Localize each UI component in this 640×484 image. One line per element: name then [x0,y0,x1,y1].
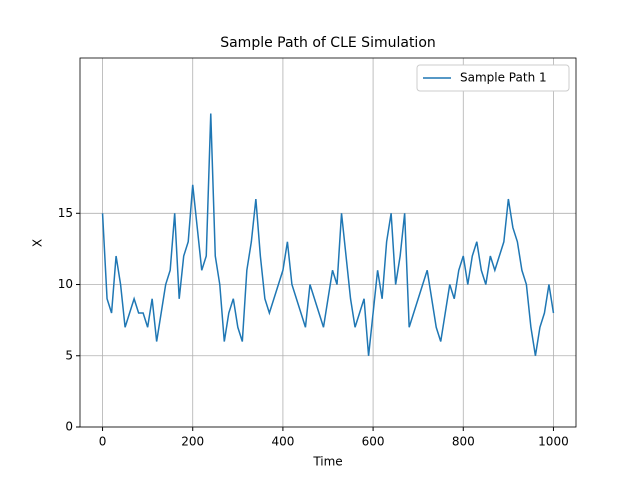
line-series [101,113,555,356]
y-axis-label: X [31,239,45,247]
x-tick-label: 0 [99,435,107,449]
x-tick-label: 800 [452,435,475,449]
y-tick-label: 0 [65,420,73,434]
legend-box [416,64,570,92]
x-tick-label: 400 [271,435,294,449]
y-tick-label: 15 [58,206,73,220]
legend-label: Sample Path 1 [460,71,547,85]
axes-frame [79,57,577,428]
x-tick-label: 200 [181,435,204,449]
chart-title: Sample Path of CLE Simulation [220,35,436,51]
x-axis-label: Time [312,455,342,469]
y-tick-label: 10 [58,277,73,291]
x-tick-label: 600 [362,435,385,449]
x-tick-label: 1000 [538,435,569,449]
y-tick-label: 5 [65,348,73,362]
